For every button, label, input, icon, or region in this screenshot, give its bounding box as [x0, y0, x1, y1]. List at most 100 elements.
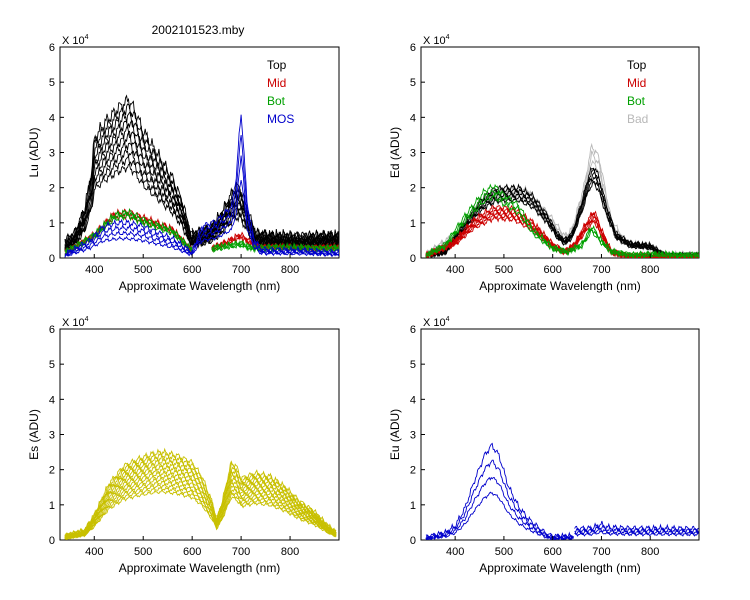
series-line-top-0-0	[64, 163, 193, 253]
series-line-top-4-0	[64, 131, 193, 251]
y-tick-label: 1	[49, 500, 55, 512]
y-tick-label: 2	[49, 465, 55, 477]
y-tick-label: 1	[410, 218, 416, 230]
series-group	[425, 442, 699, 540]
x-tick-label: 700	[592, 546, 610, 558]
plot-frame	[420, 328, 700, 541]
y-tick-label: 4	[49, 394, 55, 406]
y-tick-label: 3	[410, 148, 416, 160]
chart-eu: 400 500 600 700 800 0 1 2 3 4 5 6 X 104 Approximate W…	[388, 316, 700, 575]
y-tick-label: 4	[410, 394, 416, 406]
y-tick-label: 4	[49, 112, 55, 124]
y-axis-label: Ed (ADU)	[388, 127, 402, 178]
x-tick-label: 500	[495, 546, 513, 558]
x-axis-label: Approximate Wavelength (nm)	[479, 561, 641, 575]
series-line-bot-0-0	[425, 193, 699, 258]
series-group	[64, 94, 339, 258]
chart-lu: 400 500 600 700 800 0 1 2 3 4 5 6 X 104 Approximate W…	[27, 34, 340, 293]
x-tick-label: 400	[446, 264, 464, 276]
x-tick-label: 500	[495, 264, 513, 276]
figure-title: 2002101523.mby	[152, 23, 245, 37]
x-tick-label: 400	[85, 546, 103, 558]
y-tick-label: 5	[49, 77, 55, 89]
series-line-mos-3-0	[64, 218, 193, 257]
legend-entry-mos: MOS	[267, 112, 294, 126]
series-line-es-2-0	[64, 482, 337, 540]
series-line-bot-2-1	[211, 239, 339, 254]
y-tick-label: 6	[410, 42, 416, 54]
series-group	[425, 142, 699, 258]
legend: Top Mid Bot MOS	[267, 58, 294, 126]
y-tick-label: 4	[410, 112, 416, 124]
y-tick-label: 5	[49, 359, 55, 371]
y-tick-label: 2	[410, 465, 416, 477]
y-tick-label: 0	[49, 535, 55, 547]
y-tick-label: 6	[410, 324, 416, 336]
y-tick-label: 6	[49, 324, 55, 336]
series-line-eu-3-0	[425, 442, 573, 540]
legend-entry-bad: Bad	[627, 112, 648, 126]
series-line-top-9-0	[64, 94, 193, 246]
y-axis-label: Eu (ADU)	[388, 409, 402, 460]
x-tick-label: 700	[592, 264, 610, 276]
x-tick-label: 800	[281, 264, 299, 276]
series-line-es-10-0	[64, 457, 337, 539]
y-exponent-power: 4	[446, 316, 450, 323]
series-line-top-8-0	[64, 103, 193, 249]
y-tick-label: 3	[49, 430, 55, 442]
series-line-mid-2-1	[211, 231, 339, 253]
series-line-bot-2-0	[64, 208, 193, 256]
series-line-mos-0-0	[64, 235, 193, 258]
y-tick-label: 3	[49, 148, 55, 160]
y-exponent-power: 4	[85, 316, 89, 323]
x-axis-label: Approximate Wavelength (nm)	[479, 279, 641, 293]
y-exponent-power: 4	[446, 34, 450, 41]
legend-entry-bot: Bot	[267, 94, 286, 108]
y-tick-label: 0	[410, 535, 416, 547]
y-tick-label: 5	[410, 77, 416, 89]
x-tick-label: 700	[232, 546, 250, 558]
y-tick-label: 2	[410, 183, 416, 195]
x-axis-label: Approximate Wavelength (nm)	[119, 561, 281, 575]
x-tick-label: 500	[134, 264, 152, 276]
y-tick-label: 1	[410, 500, 416, 512]
legend-entry-top: Top	[627, 58, 647, 72]
series-line-top-5-0	[425, 167, 699, 258]
x-tick-label: 600	[183, 546, 201, 558]
series-line-mos-2-0	[64, 223, 193, 257]
y-tick-label: 2	[49, 183, 55, 195]
legend: Top Mid Bot Bad	[627, 58, 648, 126]
series-line-es-7-0	[64, 466, 337, 540]
y-axis-label: Lu (ADU)	[27, 127, 41, 177]
y-axis-label: Es (ADU)	[27, 409, 41, 460]
y-tick-label: 6	[49, 42, 55, 54]
x-axis-label: Approximate Wavelength (nm)	[119, 279, 281, 293]
y-exponent-label: X 104	[423, 316, 450, 329]
y-tick-label: 5	[410, 359, 416, 371]
series-line-eu-2-0	[425, 459, 573, 540]
x-tick-label: 600	[544, 264, 562, 276]
x-tick-label: 400	[446, 546, 464, 558]
series-group	[64, 447, 337, 540]
chart-ed: 400 500 600 700 800 0 1 2 3 4 5 6 X 104 Approximate W…	[388, 34, 700, 293]
x-tick-label: 500	[134, 546, 152, 558]
series-line-top-4-0	[425, 167, 699, 258]
y-exponent-power: 4	[85, 34, 89, 41]
y-exponent-label: X 104	[423, 34, 450, 47]
series-line-bot-1-0	[425, 188, 699, 258]
series-line-mos-2-1	[191, 134, 339, 257]
y-tick-label: 0	[49, 253, 55, 265]
y-exponent-label: X 104	[62, 316, 89, 329]
series-line-top-5-0	[64, 124, 193, 252]
legend-entry-bot: Bot	[627, 94, 646, 108]
series-line-bot-2-0	[425, 183, 699, 258]
x-tick-label: 400	[85, 264, 103, 276]
series-line-mos-3-1	[191, 114, 339, 257]
chart-es: 400 500 600 700 800 0 1 2 3 4 5 6 X 104 Approximate W…	[27, 316, 340, 575]
x-tick-label: 600	[544, 546, 562, 558]
series-line-bot-1-0	[64, 210, 193, 254]
x-tick-label: 800	[641, 546, 659, 558]
x-tick-label: 700	[232, 264, 250, 276]
